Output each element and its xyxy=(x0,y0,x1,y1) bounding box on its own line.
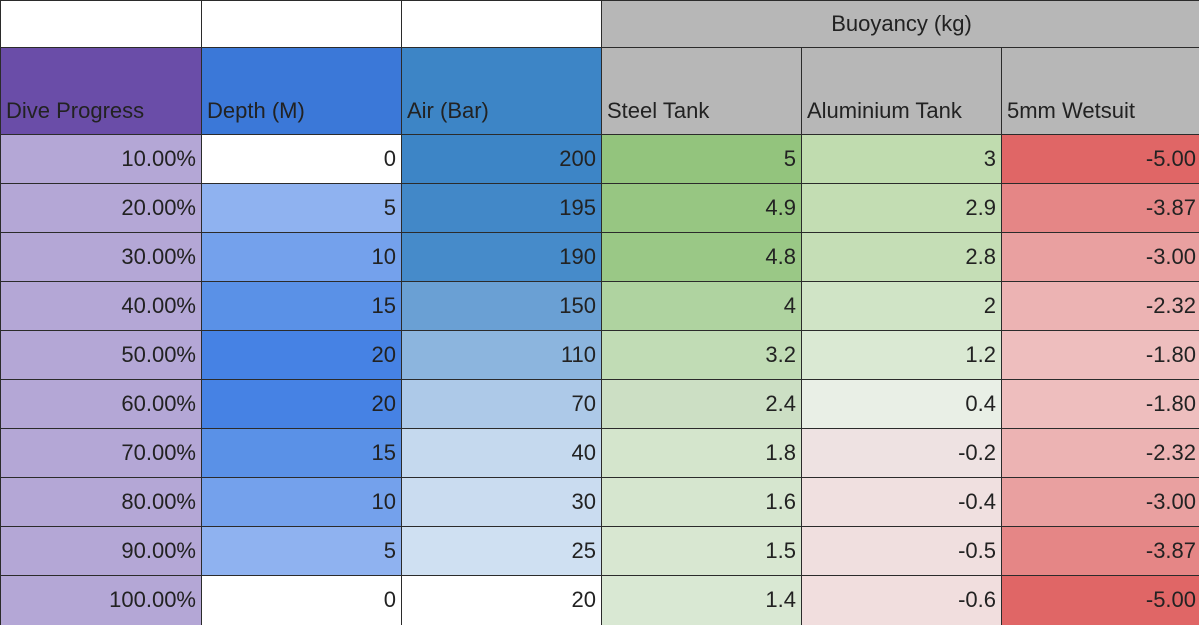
air-cell[interactable]: 200 xyxy=(401,134,602,184)
column-header-depth[interactable]: Depth (M) xyxy=(201,47,402,135)
steel-tank-cell[interactable]: 4 xyxy=(601,281,802,331)
wetsuit-cell[interactable]: -2.32 xyxy=(1000,281,1199,331)
dive-progress-cell[interactable]: 80.00% xyxy=(0,477,202,527)
steel-tank-cell[interactable]: 4.8 xyxy=(601,232,802,282)
steel-tank-cell[interactable]: 3.2 xyxy=(601,330,802,380)
aluminium-tank-cell[interactable]: -0.2 xyxy=(801,428,1002,478)
column-header-row: Dive Progress Depth (M) Air (Bar) Steel … xyxy=(0,47,1199,135)
dive-progress-cell[interactable]: 10.00% xyxy=(0,134,202,184)
depth-cell[interactable]: 0 xyxy=(201,575,402,625)
aluminium-tank-cell[interactable]: 1.2 xyxy=(801,330,1002,380)
depth-cell[interactable]: 10 xyxy=(201,232,402,282)
air-cell[interactable]: 150 xyxy=(401,281,602,331)
depth-cell[interactable]: 20 xyxy=(201,379,402,429)
column-header-aluminium-tank[interactable]: Aluminium Tank xyxy=(801,47,1002,135)
dive-progress-cell[interactable]: 20.00% xyxy=(0,183,202,233)
wetsuit-cell[interactable]: -3.00 xyxy=(1000,232,1199,282)
dive-progress-cell[interactable]: 30.00% xyxy=(0,232,202,282)
steel-tank-cell[interactable]: 1.4 xyxy=(601,575,802,625)
steel-tank-cell[interactable]: 5 xyxy=(601,134,802,184)
aluminium-tank-cell[interactable]: 2.8 xyxy=(801,232,1002,282)
depth-cell[interactable]: 20 xyxy=(201,330,402,380)
dive-progress-cell[interactable]: 40.00% xyxy=(0,281,202,331)
aluminium-tank-cell[interactable]: 3 xyxy=(801,134,1002,184)
table-row: 70.00% 15 40 1.8 -0.2 -2.32 xyxy=(0,428,1199,478)
depth-cell[interactable]: 0 xyxy=(201,134,402,184)
dive-progress-cell[interactable]: 70.00% xyxy=(0,428,202,478)
wetsuit-cell[interactable]: -3.87 xyxy=(1000,183,1199,233)
group-header-row: Buoyancy (kg) xyxy=(0,0,1199,48)
table-row: 100.00% 0 20 1.4 -0.6 -5.00 xyxy=(0,575,1199,625)
table-row: 20.00% 5 195 4.9 2.9 -3.87 xyxy=(0,183,1199,233)
aluminium-tank-cell[interactable]: -0.6 xyxy=(801,575,1002,625)
aluminium-tank-cell[interactable]: 0.4 xyxy=(801,379,1002,429)
depth-cell[interactable]: 5 xyxy=(201,183,402,233)
air-cell[interactable]: 20 xyxy=(401,575,602,625)
buoyancy-group-header[interactable]: Buoyancy (kg) xyxy=(600,0,1199,48)
wetsuit-cell[interactable]: -5.00 xyxy=(1000,134,1199,184)
table-row: 80.00% 10 30 1.6 -0.4 -3.00 xyxy=(0,477,1199,527)
wetsuit-cell[interactable]: -3.00 xyxy=(1000,477,1199,527)
dive-progress-cell[interactable]: 90.00% xyxy=(0,526,202,576)
air-cell[interactable]: 30 xyxy=(401,477,602,527)
column-header-air[interactable]: Air (Bar) xyxy=(401,47,602,135)
table-row: 30.00% 10 190 4.8 2.8 -3.00 xyxy=(0,232,1199,282)
air-cell[interactable]: 195 xyxy=(401,183,602,233)
table-row: 10.00% 0 200 5 3 -5.00 xyxy=(0,134,1199,184)
air-cell[interactable]: 40 xyxy=(401,428,602,478)
column-header-wetsuit[interactable]: 5mm Wetsuit xyxy=(1000,47,1199,135)
column-header-steel-tank[interactable]: Steel Tank xyxy=(601,47,802,135)
steel-tank-cell[interactable]: 1.8 xyxy=(601,428,802,478)
wetsuit-cell[interactable]: -5.00 xyxy=(1000,575,1199,625)
depth-cell[interactable]: 5 xyxy=(201,526,402,576)
empty-cell[interactable] xyxy=(0,0,202,48)
steel-tank-cell[interactable]: 1.6 xyxy=(601,477,802,527)
empty-cell[interactable] xyxy=(401,0,602,48)
steel-tank-cell[interactable]: 2.4 xyxy=(601,379,802,429)
aluminium-tank-cell[interactable]: 2.9 xyxy=(801,183,1002,233)
table-row: 90.00% 5 25 1.5 -0.5 -3.87 xyxy=(0,526,1199,576)
empty-cell[interactable] xyxy=(201,0,402,48)
steel-tank-cell[interactable]: 1.5 xyxy=(601,526,802,576)
wetsuit-cell[interactable]: -3.87 xyxy=(1000,526,1199,576)
table-row: 60.00% 20 70 2.4 0.4 -1.80 xyxy=(0,379,1199,429)
air-cell[interactable]: 25 xyxy=(401,526,602,576)
table-row: 50.00% 20 110 3.2 1.2 -1.80 xyxy=(0,330,1199,380)
wetsuit-cell[interactable]: -1.80 xyxy=(1000,379,1199,429)
dive-progress-cell[interactable]: 100.00% xyxy=(0,575,202,625)
dive-progress-cell[interactable]: 50.00% xyxy=(0,330,202,380)
aluminium-tank-cell[interactable]: 2 xyxy=(801,281,1002,331)
air-cell[interactable]: 70 xyxy=(401,379,602,429)
steel-tank-cell[interactable]: 4.9 xyxy=(601,183,802,233)
air-cell[interactable]: 190 xyxy=(401,232,602,282)
aluminium-tank-cell[interactable]: -0.5 xyxy=(801,526,1002,576)
depth-cell[interactable]: 15 xyxy=(201,428,402,478)
dive-progress-cell[interactable]: 60.00% xyxy=(0,379,202,429)
column-header-dive-progress[interactable]: Dive Progress xyxy=(0,47,202,135)
air-cell[interactable]: 110 xyxy=(401,330,602,380)
wetsuit-cell[interactable]: -2.32 xyxy=(1000,428,1199,478)
wetsuit-cell[interactable]: -1.80 xyxy=(1000,330,1199,380)
aluminium-tank-cell[interactable]: -0.4 xyxy=(801,477,1002,527)
depth-cell[interactable]: 10 xyxy=(201,477,402,527)
table-row: 40.00% 15 150 4 2 -2.32 xyxy=(0,281,1199,331)
depth-cell[interactable]: 15 xyxy=(201,281,402,331)
